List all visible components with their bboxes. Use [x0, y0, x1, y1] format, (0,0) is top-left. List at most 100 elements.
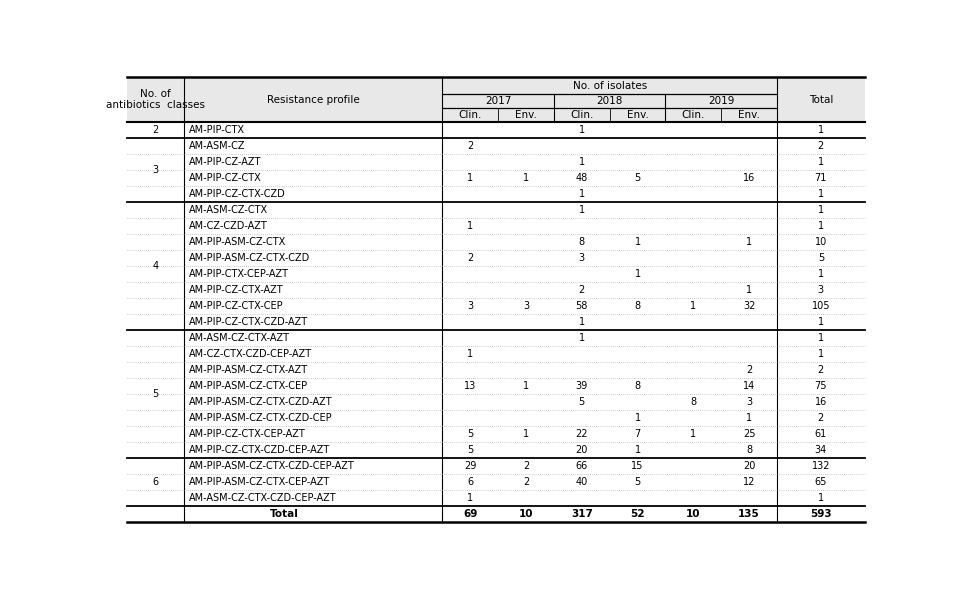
Text: 1: 1 [746, 237, 752, 247]
Text: AM-ASM-CZ-CTX-CZD-CEP-AZT: AM-ASM-CZ-CTX-CZD-CEP-AZT [189, 493, 337, 503]
Text: 1: 1 [467, 221, 473, 231]
Text: 69: 69 [463, 509, 478, 519]
Text: 22: 22 [575, 429, 588, 439]
Text: 5: 5 [579, 397, 585, 407]
Text: AM-PIP-CZ-CTX-CEP: AM-PIP-CZ-CTX-CEP [189, 301, 284, 311]
Text: 52: 52 [630, 509, 645, 519]
Text: 1: 1 [817, 205, 824, 215]
Text: AM-ASM-CZ: AM-ASM-CZ [189, 141, 245, 151]
Text: 3: 3 [746, 397, 752, 407]
Text: 2: 2 [579, 285, 585, 295]
Text: 58: 58 [575, 301, 588, 311]
Text: AM-PIP-CZ-CTX: AM-PIP-CZ-CTX [189, 173, 262, 183]
Text: 25: 25 [743, 429, 756, 439]
Text: 2: 2 [152, 125, 158, 135]
Text: 1: 1 [817, 349, 824, 359]
Text: 1: 1 [635, 445, 641, 455]
Text: 10: 10 [686, 509, 701, 519]
Text: 71: 71 [814, 173, 827, 183]
Text: 105: 105 [812, 301, 830, 311]
Text: 48: 48 [576, 173, 588, 183]
Text: 2017: 2017 [484, 96, 511, 106]
Text: 20: 20 [743, 461, 756, 471]
Text: 3: 3 [152, 165, 158, 175]
Text: AM-PIP-CZ-AZT: AM-PIP-CZ-AZT [189, 157, 262, 167]
Text: AM-PIP-CZ-CTX-CZD: AM-PIP-CZ-CTX-CZD [189, 189, 286, 199]
Text: AM-PIP-CZ-CTX-AZT: AM-PIP-CZ-CTX-AZT [189, 285, 284, 295]
Bar [126, 77, 865, 122]
Text: No. of
antibiotics  classes: No. of antibiotics classes [106, 89, 205, 110]
Text: 3: 3 [817, 285, 824, 295]
Text: 2: 2 [817, 413, 824, 423]
Text: 1: 1 [635, 269, 641, 279]
Text: 1: 1 [817, 333, 824, 343]
Text: 65: 65 [814, 477, 827, 487]
Text: 8: 8 [635, 301, 641, 311]
Text: 3: 3 [467, 301, 473, 311]
Text: 32: 32 [743, 301, 756, 311]
Text: 16: 16 [814, 397, 827, 407]
Text: 10: 10 [814, 237, 827, 247]
Text: 2: 2 [817, 365, 824, 375]
Text: 14: 14 [743, 381, 756, 391]
Text: 75: 75 [814, 381, 827, 391]
Text: 10: 10 [519, 509, 534, 519]
Text: 7: 7 [634, 429, 641, 439]
Text: AM-PIP-CTX-CEP-AZT: AM-PIP-CTX-CEP-AZT [189, 269, 289, 279]
Text: 1: 1 [467, 493, 473, 503]
Text: 8: 8 [579, 237, 585, 247]
Text: 29: 29 [464, 461, 477, 471]
Text: 2: 2 [523, 461, 529, 471]
Text: 3: 3 [523, 301, 529, 311]
Text: AM-PIP-ASM-CZ-CTX-AZT: AM-PIP-ASM-CZ-CTX-AZT [189, 365, 308, 375]
Text: 1: 1 [579, 125, 585, 135]
Text: Clin.: Clin. [681, 110, 705, 120]
Text: 1: 1 [817, 317, 824, 327]
Text: 2: 2 [817, 141, 824, 151]
Text: 1: 1 [690, 301, 697, 311]
Text: 1: 1 [635, 237, 641, 247]
Text: 1: 1 [579, 205, 585, 215]
Text: 1: 1 [817, 221, 824, 231]
Text: 5: 5 [467, 445, 473, 455]
Text: 2: 2 [523, 477, 529, 487]
Text: AM-PIP-ASM-CZ-CTX-CEP: AM-PIP-ASM-CZ-CTX-CEP [189, 381, 308, 391]
Text: No. of isolates: No. of isolates [572, 81, 647, 91]
Text: AM-PIP-ASM-CZ-CTX-CZD: AM-PIP-ASM-CZ-CTX-CZD [189, 253, 310, 263]
Text: 2: 2 [746, 365, 753, 375]
Text: 3: 3 [579, 253, 585, 263]
Text: AM-PIP-ASM-CZ-CTX-CZD-CEP: AM-PIP-ASM-CZ-CTX-CZD-CEP [189, 413, 333, 423]
Text: 1: 1 [579, 157, 585, 167]
Text: AM-PIP-CZ-CTX-CZD-AZT: AM-PIP-CZ-CTX-CZD-AZT [189, 317, 308, 327]
Text: 1: 1 [635, 413, 641, 423]
Text: 5: 5 [152, 389, 158, 398]
Text: 6: 6 [467, 477, 473, 487]
Text: Total: Total [809, 95, 833, 104]
Text: AM-PIP-ASM-CZ-CTX-CZD-AZT: AM-PIP-ASM-CZ-CTX-CZD-AZT [189, 397, 333, 407]
Text: AM-ASM-CZ-CTX-AZT: AM-ASM-CZ-CTX-AZT [189, 333, 290, 343]
Text: 5: 5 [817, 253, 824, 263]
Text: 1: 1 [817, 269, 824, 279]
Text: 16: 16 [743, 173, 756, 183]
Text: Env.: Env. [738, 110, 760, 120]
Text: 2: 2 [467, 141, 473, 151]
Text: 40: 40 [576, 477, 588, 487]
Text: 1: 1 [817, 125, 824, 135]
Text: 1: 1 [579, 317, 585, 327]
Text: 1: 1 [746, 413, 752, 423]
Text: AM-PIP-CTX: AM-PIP-CTX [189, 125, 245, 135]
Text: Env.: Env. [515, 110, 537, 120]
Text: 20: 20 [575, 445, 588, 455]
Text: 8: 8 [746, 445, 752, 455]
Text: 66: 66 [576, 461, 588, 471]
Text: Resistance profile: Resistance profile [267, 95, 360, 104]
Text: 135: 135 [738, 509, 760, 519]
Text: Total: Total [270, 509, 299, 519]
Text: 1: 1 [467, 173, 473, 183]
Text: AM-CZ-CZD-AZT: AM-CZ-CZD-AZT [189, 221, 267, 231]
Text: Clin.: Clin. [570, 110, 593, 120]
Text: 2: 2 [467, 253, 473, 263]
Text: 5: 5 [634, 173, 641, 183]
Text: 61: 61 [814, 429, 827, 439]
Text: 2018: 2018 [596, 96, 622, 106]
